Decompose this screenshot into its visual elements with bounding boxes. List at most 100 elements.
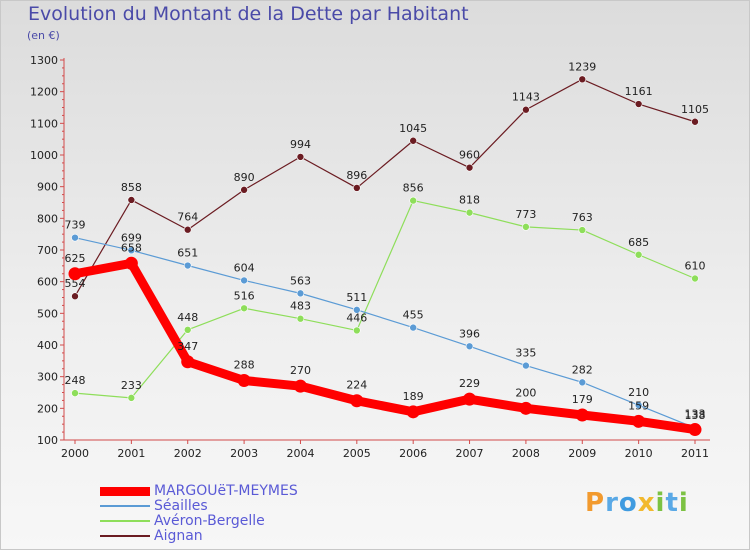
legend-swatch <box>100 487 150 496</box>
data-point-seailles <box>296 289 305 298</box>
data-label-aignan: 960 <box>459 149 480 162</box>
data-label-seailles: 396 <box>459 327 480 340</box>
data-point-seailles <box>353 306 361 314</box>
x-tick-label: 2010 <box>625 447 653 460</box>
data-point-averon-bergelle <box>465 208 474 217</box>
data-point-averon-bergelle <box>296 314 305 323</box>
chart-subtitle: (en €) <box>27 29 60 42</box>
data-point-margouet-meymes <box>519 401 533 415</box>
data-point-seailles <box>409 323 417 332</box>
data-point-margouet-meymes <box>575 408 589 422</box>
data-label-margouet-meymes: 229 <box>459 377 480 390</box>
data-label-seailles: 604 <box>234 261 255 274</box>
x-tick-label: 2004 <box>286 447 314 460</box>
data-label-margouet-meymes: 189 <box>403 390 424 403</box>
y-tick-label: 900 <box>37 181 58 194</box>
data-label-seailles: 739 <box>65 219 86 232</box>
data-point-averon-bergelle <box>71 389 79 397</box>
series-line-margouet-meymes <box>70 258 700 435</box>
legend-swatch <box>100 520 150 522</box>
data-point-seailles <box>465 342 474 351</box>
data-label-seailles: 699 <box>121 231 142 244</box>
data-point-margouet-meymes <box>293 379 307 393</box>
logo-letter: i <box>655 488 666 518</box>
data-label-seailles: 210 <box>628 386 649 399</box>
x-tick-label: 2002 <box>174 447 202 460</box>
x-tick-label: 2005 <box>343 447 371 460</box>
y-tick-label: 1000 <box>30 149 58 162</box>
data-label-aignan: 1045 <box>399 122 427 135</box>
data-label-margouet-meymes: 224 <box>346 379 367 392</box>
x-tick-label: 2006 <box>399 447 427 460</box>
data-label-seailles: 335 <box>515 347 536 360</box>
data-point-aignan <box>71 292 79 301</box>
data-point-averon-bergelle <box>578 226 587 234</box>
data-label-seailles: 138 <box>685 409 706 422</box>
x-tick-label: 2007 <box>456 447 484 460</box>
y-tick-label: 800 <box>37 212 58 225</box>
logo-letter: o <box>618 488 638 518</box>
data-label-margouet-meymes: 200 <box>515 386 536 399</box>
data-label-averon-bergelle: 248 <box>65 374 86 387</box>
series-line-seailles <box>74 237 696 429</box>
data-label-seailles: 282 <box>572 363 593 376</box>
data-label-averon-bergelle: 763 <box>572 211 593 224</box>
legend-swatch <box>100 535 150 537</box>
legend-swatch <box>100 505 150 507</box>
x-tick-label: 2009 <box>568 447 596 460</box>
y-tick-label: 300 <box>37 371 58 384</box>
data-point-seailles <box>127 246 136 255</box>
data-point-aignan <box>353 184 361 192</box>
legend-label: Séailles <box>154 498 208 514</box>
data-label-margouet-meymes: 270 <box>290 364 311 377</box>
data-point-seailles <box>183 261 192 270</box>
y-tick-label: 1100 <box>30 117 58 130</box>
legend-label: Avéron-Bergelle <box>154 513 265 529</box>
legend-item-margouet-meymes: MARGOUëT-MEYMES <box>100 483 340 499</box>
legend-label: Aignan <box>154 528 203 544</box>
data-point-margouet-meymes <box>632 414 646 428</box>
data-point-aignan <box>240 186 248 194</box>
data-label-seailles: 455 <box>403 309 424 322</box>
data-point-margouet-meymes <box>237 373 251 387</box>
logo-letter: P <box>585 488 606 518</box>
data-label-aignan: 1143 <box>512 91 540 104</box>
legend-item-seailles: Séailles <box>100 498 340 514</box>
data-point-margouet-meymes <box>68 267 82 281</box>
data-point-aignan <box>522 105 530 114</box>
data-point-seailles <box>578 378 587 387</box>
data-point-averon-bergelle <box>409 196 417 205</box>
data-point-averon-bergelle <box>240 304 248 313</box>
data-point-seailles <box>71 233 79 242</box>
data-label-margouet-meymes: 288 <box>234 358 255 371</box>
data-point-seailles <box>240 276 248 285</box>
data-label-averon-bergelle: 856 <box>403 182 424 195</box>
y-tick-label: 1200 <box>30 86 58 99</box>
y-tick-label: 500 <box>37 307 58 320</box>
data-label-averon-bergelle: 483 <box>290 300 311 313</box>
data-point-aignan <box>634 100 643 108</box>
y-tick-label: 600 <box>37 276 58 289</box>
data-point-averon-bergelle <box>127 394 136 402</box>
data-label-margouet-meymes: 179 <box>572 393 593 406</box>
data-label-margouet-meymes: 658 <box>121 241 142 254</box>
data-label-averon-bergelle: 448 <box>177 311 198 324</box>
data-label-aignan: 890 <box>234 171 255 184</box>
data-point-seailles <box>522 361 530 370</box>
y-tick-label: 100 <box>37 434 58 447</box>
x-tick-label: 2011 <box>681 447 709 460</box>
chart-title: Evolution du Montant de la Dette par Hab… <box>28 3 469 25</box>
data-label-averon-bergelle: 446 <box>346 311 367 324</box>
data-point-seailles <box>634 401 643 409</box>
data-label-margouet-meymes: 347 <box>177 340 198 353</box>
logo-letter: r <box>605 488 619 518</box>
data-point-averon-bergelle <box>634 250 643 259</box>
data-point-averon-bergelle <box>353 326 361 335</box>
data-label-aignan: 1239 <box>568 60 596 73</box>
data-label-averon-bergelle: 773 <box>515 208 536 221</box>
y-tick-label: 200 <box>37 402 58 415</box>
data-point-aignan <box>127 196 136 204</box>
data-label-seailles: 651 <box>177 247 198 260</box>
